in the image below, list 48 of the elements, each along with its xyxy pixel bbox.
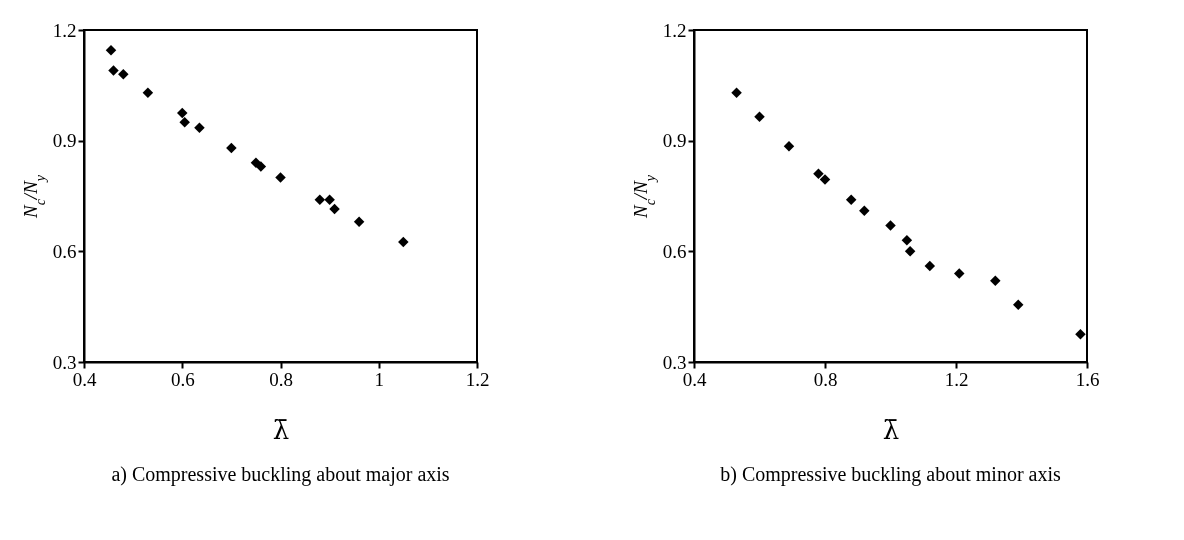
point <box>250 157 262 169</box>
point <box>177 107 188 119</box>
point <box>398 236 409 248</box>
x-tick-label: 0.6 <box>170 368 195 390</box>
point <box>275 172 286 183</box>
point <box>142 87 154 98</box>
x-axis-title: λ̄ <box>882 414 900 445</box>
point <box>179 116 190 128</box>
x-tick-label: 1.2 <box>465 368 490 390</box>
x-axis-title: λ̄ <box>272 414 290 445</box>
point <box>731 87 742 98</box>
point <box>754 111 765 122</box>
point <box>901 235 913 246</box>
x-tick-label: 1.6 <box>1075 368 1100 390</box>
point <box>108 65 119 76</box>
point <box>954 268 965 279</box>
point <box>314 194 326 205</box>
point <box>118 69 129 80</box>
point <box>990 275 1001 287</box>
point <box>329 203 340 215</box>
point <box>353 216 365 228</box>
point <box>819 174 831 185</box>
point <box>226 142 237 154</box>
point <box>1075 329 1086 340</box>
point <box>194 122 205 133</box>
x-tick-label: 0.8 <box>269 368 293 390</box>
y-tick-label: 0.9 <box>662 130 687 152</box>
y-tick-label: 0.9 <box>52 130 77 152</box>
point <box>1012 299 1024 311</box>
point <box>845 194 857 205</box>
text: a) Compressive buckling about major axis <box>111 463 450 486</box>
y-tick-label: 0.6 <box>52 240 77 262</box>
x-tick-label: 0.8 <box>813 368 838 390</box>
x-tick-label: 1.2 <box>944 368 969 390</box>
y-tick-label: 1.2 <box>52 19 77 41</box>
point <box>783 140 795 152</box>
point <box>813 168 824 180</box>
point <box>904 246 916 257</box>
x-tick-label: 1 <box>374 368 384 390</box>
point <box>255 161 267 172</box>
text: b) Compressive buckling about minor axis <box>720 463 1061 486</box>
point <box>859 205 870 216</box>
point <box>105 45 117 56</box>
point <box>885 220 896 231</box>
point <box>324 194 335 205</box>
point <box>924 260 936 272</box>
y-tick-label: 1.2 <box>662 19 687 41</box>
y-tick-label: 0.6 <box>662 240 687 262</box>
